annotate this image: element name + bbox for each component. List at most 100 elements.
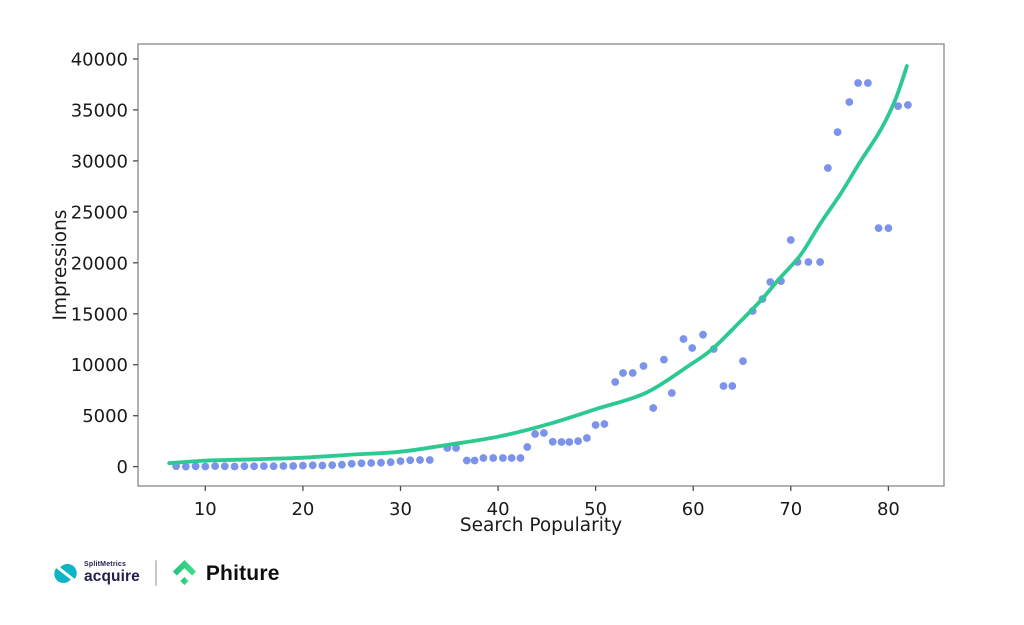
x-tick-label: 80: [877, 499, 900, 520]
y-tick-label: 10000: [71, 355, 128, 376]
data-point: [628, 369, 637, 377]
x-tick-label: 70: [779, 499, 802, 520]
data-point: [250, 462, 258, 471]
data-point: [639, 362, 648, 370]
y-tick-label: 25000: [71, 202, 128, 223]
data-point: [679, 335, 688, 343]
data-point: [367, 459, 376, 467]
data-point: [406, 456, 415, 465]
data-point: [318, 461, 327, 470]
data-point: [739, 357, 747, 365]
splitmetrics-split-circle-icon: [54, 563, 77, 583]
splitmetrics-brand-text: SplitMetrics: [84, 561, 127, 569]
x-tick-label: 40: [487, 499, 510, 520]
y-tick-label: 30000: [71, 151, 128, 172]
phiture-logo: Phiture: [172, 560, 280, 586]
data-point: [894, 102, 902, 110]
data-point: [611, 378, 620, 386]
data-point: [416, 456, 424, 464]
data-point: [540, 429, 548, 437]
footer-brand-bar: SplitMetrics acquire Phiture: [54, 557, 280, 589]
data-point: [299, 461, 307, 470]
splitmetrics-product-text: acquire: [84, 568, 140, 586]
trend-line: [167, 64, 909, 466]
data-point: [804, 258, 813, 266]
x-tick-label: 50: [584, 499, 607, 520]
data-point: [904, 101, 912, 109]
data-point: [516, 454, 525, 462]
y-tick-label: 15000: [71, 304, 128, 325]
x-tick-label: 60: [682, 499, 705, 520]
data-point: [260, 462, 268, 470]
data-point: [357, 459, 366, 468]
data-point: [874, 224, 883, 233]
data-point: [728, 382, 737, 390]
x-axis-label: Search Popularity: [460, 515, 622, 536]
data-point: [660, 355, 668, 364]
data-point: [338, 460, 346, 469]
data-point: [600, 420, 609, 428]
y-axis-label: Impressions: [50, 210, 71, 321]
phiture-chevron-diamond-icon: [172, 560, 196, 586]
data-point: [211, 462, 220, 470]
data-point: [786, 236, 795, 244]
data-point: [531, 430, 539, 438]
splitmetrics-wordmark: SplitMetrics acquire: [84, 561, 140, 585]
data-point: [479, 454, 488, 462]
data-point: [523, 443, 532, 451]
splitmetrics-logo: SplitMetrics acquire: [54, 561, 140, 585]
data-point: [230, 462, 239, 471]
data-point: [201, 462, 210, 471]
data-point: [699, 330, 707, 339]
data-point: [766, 278, 775, 286]
data-point: [591, 421, 600, 429]
data-point: [308, 461, 317, 470]
x-tick-label: 10: [194, 499, 217, 520]
data-point: [507, 454, 516, 462]
data-point: [289, 462, 298, 470]
data-point: [489, 454, 498, 462]
data-point: [854, 79, 862, 87]
data-point: [452, 444, 460, 452]
y-tick-label: 5000: [82, 406, 128, 427]
data-point: [377, 458, 385, 467]
data-point: [470, 456, 479, 465]
data-point: [833, 128, 842, 137]
data-point: [667, 389, 676, 397]
data-point: [884, 224, 893, 233]
data-point: [845, 98, 854, 106]
plot-border: [137, 43, 945, 487]
logo-divider: [154, 560, 157, 586]
y-tick-label: 20000: [71, 253, 128, 274]
y-tick-label: 35000: [71, 100, 128, 121]
data-point: [824, 164, 832, 172]
data-point: [191, 462, 200, 471]
data-point: [565, 438, 574, 446]
y-tick-label: 0: [117, 457, 128, 478]
data-point: [240, 462, 249, 471]
data-point: [619, 369, 627, 377]
data-point: [347, 459, 356, 468]
data-point: [462, 456, 471, 465]
data-point: [557, 438, 566, 446]
data-point: [181, 462, 190, 471]
y-tick-label: 40000: [71, 50, 128, 71]
scatter-chart: 10 20 30 40 50 60 70 80 0 5000 10000 15000 20000 2500…: [50, 43, 945, 536]
data-point: [574, 437, 582, 445]
data-point: [328, 461, 337, 469]
data-point: [583, 434, 591, 442]
data-point: [279, 462, 288, 470]
data-point: [719, 382, 728, 390]
x-tick-label: 20: [291, 499, 314, 520]
data-point: [864, 79, 872, 87]
data-point: [816, 258, 824, 266]
data-point: [396, 457, 405, 465]
data-point: [386, 458, 395, 467]
phiture-brand-text: Phiture: [205, 561, 280, 585]
data-point: [688, 344, 697, 352]
data-point: [425, 456, 434, 464]
x-tick-label: 30: [389, 499, 412, 520]
data-point: [499, 454, 507, 462]
data-point: [649, 404, 658, 412]
